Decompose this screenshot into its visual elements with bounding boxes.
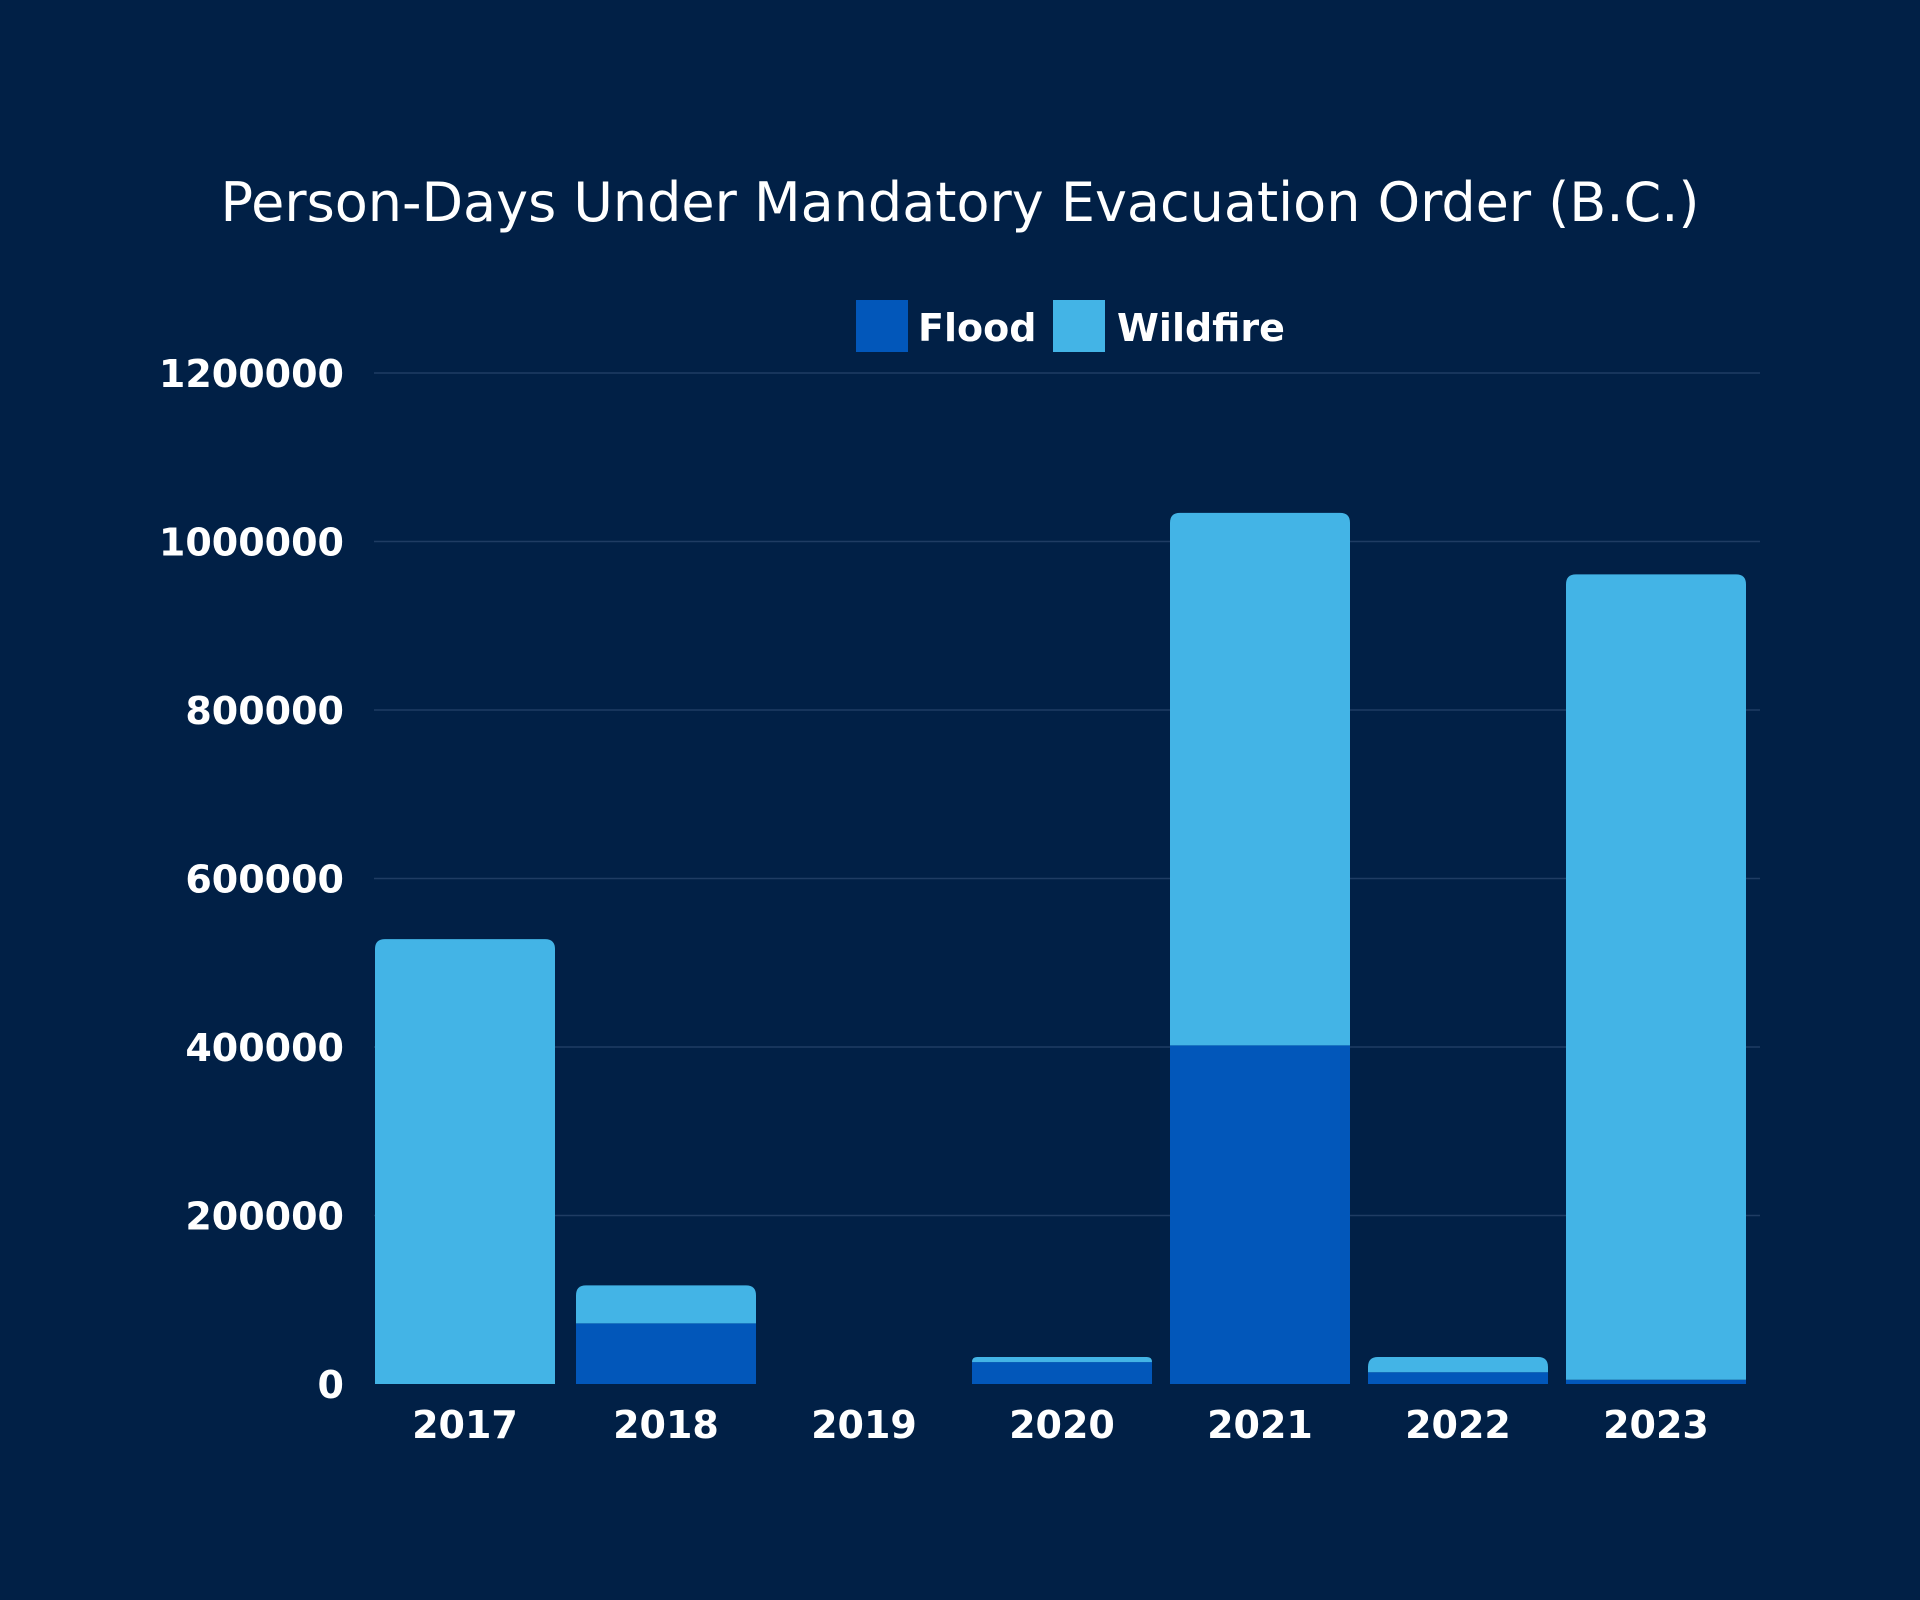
bar-flood-2023: [1566, 1379, 1746, 1384]
bar-wildfire-2023: [1566, 574, 1746, 1380]
bar-group-2017: [375, 939, 555, 1384]
legend-label-flood: Flood: [918, 306, 1036, 350]
y-tick-label: 1000000: [159, 521, 344, 565]
bar-group-2018: [576, 1285, 756, 1384]
bar-flood-2020: [972, 1362, 1152, 1384]
legend-swatch-flood: [856, 300, 908, 352]
bar-group-2022: [1368, 1357, 1548, 1384]
bar-flood-2018: [576, 1323, 756, 1384]
x-tick-label-2017: 2017: [412, 1403, 518, 1447]
y-tick-label: 800000: [185, 689, 344, 733]
legend-item-wildfire: Wildfire: [1053, 300, 1285, 352]
y-tick-label: 1200000: [159, 352, 344, 396]
bar-flood-2021: [1170, 1045, 1350, 1384]
legend: Flood Wildfire: [856, 300, 1285, 352]
x-tick-label-2020: 2020: [1009, 1403, 1115, 1447]
x-tick-label-2021: 2021: [1207, 1403, 1313, 1447]
y-tick-label: 0: [318, 1363, 344, 1407]
bar-flood-2022: [1368, 1372, 1548, 1384]
x-axis: 2017 2018 2019 2020 2021 2022 2023: [412, 1403, 1709, 1447]
legend-item-flood: Flood: [856, 300, 1036, 352]
legend-swatch-wildfire: [1053, 300, 1105, 352]
chart-title: Person-Days Under Mandatory Evacuation O…: [221, 171, 1700, 234]
legend-label-wildfire: Wildfire: [1117, 306, 1285, 350]
bar-group-2020: [972, 1357, 1152, 1384]
x-tick-label-2023: 2023: [1603, 1403, 1709, 1447]
gridlines: [374, 372, 1760, 1217]
bar-wildfire-2021: [1170, 512, 1350, 1046]
y-tick-label: 200000: [185, 1195, 344, 1239]
y-tick-label: 400000: [185, 1026, 344, 1070]
x-tick-label-2022: 2022: [1405, 1403, 1511, 1447]
bar-group-2023: [1566, 574, 1746, 1384]
bar-group-2021: [1170, 512, 1350, 1384]
bar-wildfire-2017: [375, 939, 555, 1384]
x-tick-label-2018: 2018: [613, 1403, 719, 1447]
bars: [375, 512, 1746, 1384]
x-tick-label-2019: 2019: [811, 1403, 917, 1447]
bar-wildfire-2020: [972, 1357, 1152, 1363]
y-axis: 0 200000 400000 600000 800000 1000000 1200000: [159, 352, 344, 1407]
bar-wildfire-2022: [1368, 1357, 1548, 1373]
y-tick-label: 600000: [185, 858, 344, 902]
bar-wildfire-2018: [576, 1285, 756, 1324]
